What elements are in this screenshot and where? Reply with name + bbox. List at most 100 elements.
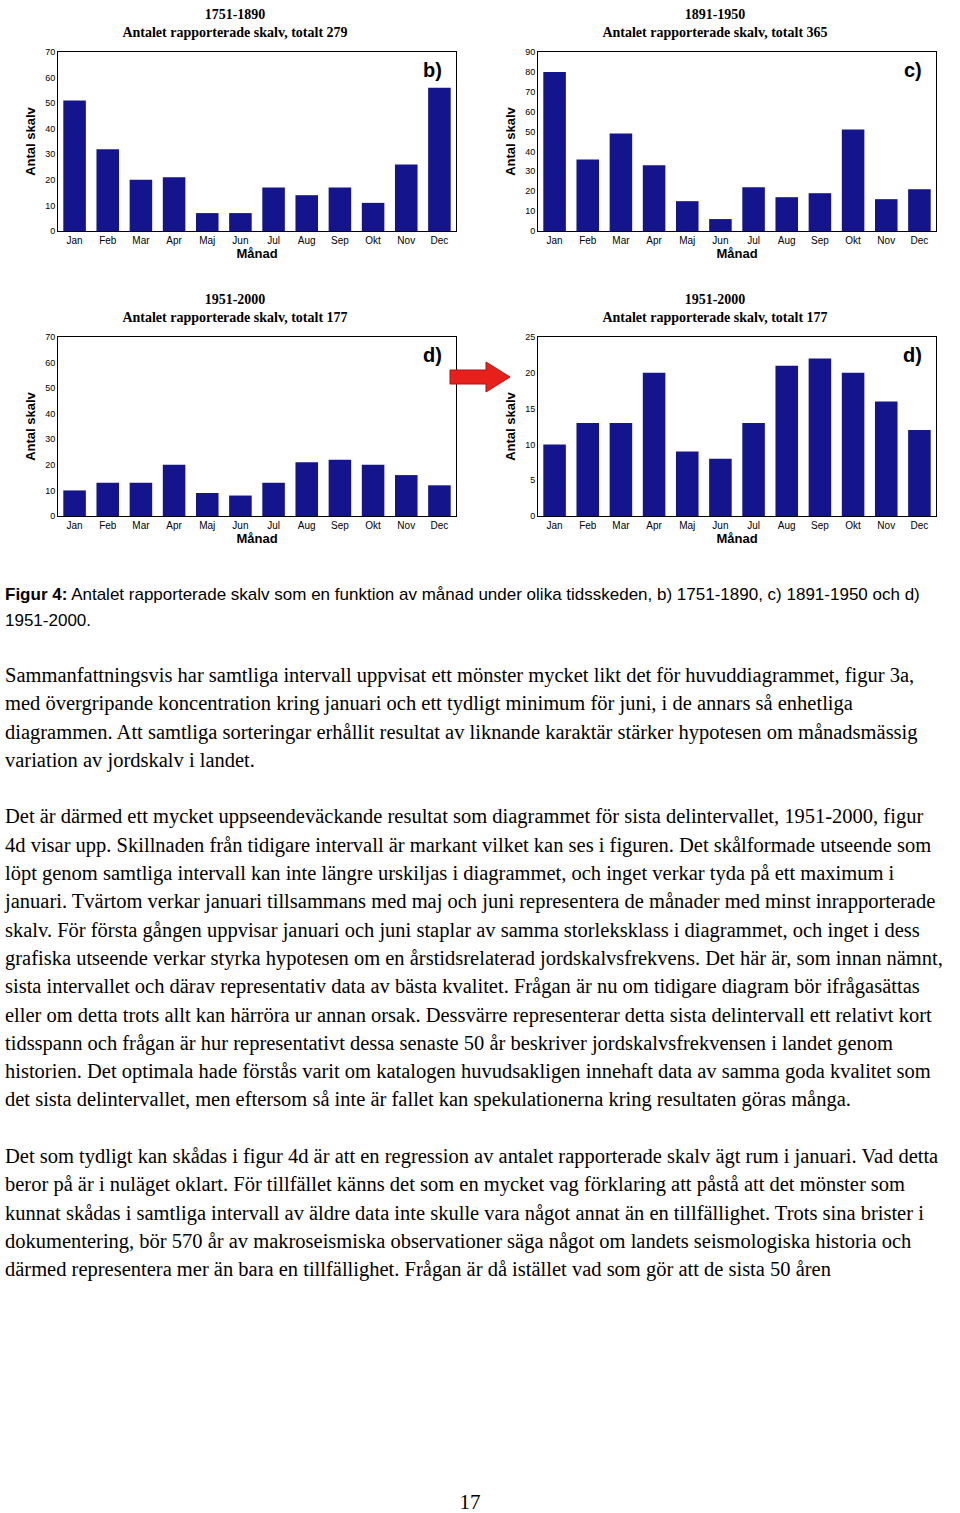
svg-text:1751-1890Antalet rapporterade: 1751-1890Antalet rapporterade skalv, tot… xyxy=(122,7,347,40)
svg-text:10: 10 xyxy=(45,486,55,496)
svg-text:50: 50 xyxy=(525,127,535,137)
svg-text:Okt: Okt xyxy=(845,520,861,531)
svg-text:Dec: Dec xyxy=(431,520,449,531)
svg-text:Antal skalv: Antal skalv xyxy=(23,391,38,460)
svg-text:Jul: Jul xyxy=(747,520,760,531)
svg-text:Feb: Feb xyxy=(579,520,597,531)
html-text:Figur 4: Antalet rapporterade: Figur 4: Antalet rapporterade skalv som … xyxy=(5,585,920,630)
svg-text:20: 20 xyxy=(45,175,55,185)
html-text:Det är därmed ett mycket uppse: Det är därmed ett mycket uppseendeväckan… xyxy=(5,805,943,1111)
svg-text:Dec: Dec xyxy=(431,235,449,246)
svg-text:Jun: Jun xyxy=(712,520,728,531)
svg-text:Apr: Apr xyxy=(166,235,182,246)
svg-text:Maj: Maj xyxy=(199,520,215,531)
svg-text:5: 5 xyxy=(530,475,535,485)
svg-text:c): c) xyxy=(904,59,922,81)
svg-text:40: 40 xyxy=(45,409,55,419)
svg-text:Sep: Sep xyxy=(331,235,349,246)
svg-text:10: 10 xyxy=(525,440,535,450)
svg-text:60: 60 xyxy=(45,73,55,83)
svg-text:90: 90 xyxy=(525,47,535,57)
svg-text:40: 40 xyxy=(45,124,55,134)
svg-text:0: 0 xyxy=(50,511,55,521)
svg-text:Dec: Dec xyxy=(911,520,929,531)
svg-text:Jan: Jan xyxy=(547,235,563,246)
svg-text:Mar: Mar xyxy=(612,235,630,246)
svg-text:Månad: Månad xyxy=(236,246,277,261)
svg-text:d): d) xyxy=(903,344,922,366)
svg-text:20: 20 xyxy=(525,368,535,378)
svg-text:30: 30 xyxy=(525,166,535,176)
svg-text:70: 70 xyxy=(45,47,55,57)
svg-text:30: 30 xyxy=(45,434,55,444)
svg-text:Aug: Aug xyxy=(778,520,796,531)
svg-text:Nov: Nov xyxy=(877,235,895,246)
svg-text:Aug: Aug xyxy=(778,235,796,246)
svg-text:60: 60 xyxy=(525,107,535,117)
svg-text:Sep: Sep xyxy=(331,520,349,531)
svg-text:Feb: Feb xyxy=(99,235,117,246)
html-text:Det som tydligt kan skådas i f: Det som tydligt kan skådas i figur 4d är… xyxy=(5,1145,939,1281)
svg-text:Månad: Månad xyxy=(716,246,757,261)
svg-text:0: 0 xyxy=(50,226,55,236)
svg-text:Jun: Jun xyxy=(712,235,728,246)
svg-text:Dec: Dec xyxy=(911,235,929,246)
svg-text:Jul: Jul xyxy=(747,235,760,246)
svg-text:Mar: Mar xyxy=(132,520,150,531)
svg-text:Nov: Nov xyxy=(397,235,415,246)
svg-text:Månad: Månad xyxy=(236,531,277,546)
svg-text:0: 0 xyxy=(530,226,535,236)
svg-text:30: 30 xyxy=(45,149,55,159)
svg-text:Jun: Jun xyxy=(232,235,248,246)
svg-text:Aug: Aug xyxy=(298,235,316,246)
svg-text:Nov: Nov xyxy=(877,520,895,531)
svg-text:Feb: Feb xyxy=(99,520,117,531)
svg-text:80: 80 xyxy=(525,67,535,77)
svg-text:50: 50 xyxy=(45,383,55,393)
svg-text:70: 70 xyxy=(45,332,55,342)
svg-text:0: 0 xyxy=(530,511,535,521)
svg-text:Jul: Jul xyxy=(267,520,280,531)
svg-text:Sep: Sep xyxy=(811,520,829,531)
svg-text:20: 20 xyxy=(45,460,55,470)
svg-text:Apr: Apr xyxy=(646,520,662,531)
svg-text:15: 15 xyxy=(525,404,535,414)
svg-text:10: 10 xyxy=(525,206,535,216)
svg-text:Mar: Mar xyxy=(612,520,630,531)
svg-text:20: 20 xyxy=(525,186,535,196)
svg-text:Feb: Feb xyxy=(579,235,597,246)
svg-text:b): b) xyxy=(423,59,442,81)
svg-text:Apr: Apr xyxy=(166,520,182,531)
svg-text:Maj: Maj xyxy=(679,235,695,246)
svg-text:1891-1950Antalet rapporterade: 1891-1950Antalet rapporterade skalv, tot… xyxy=(602,7,827,40)
svg-text:Antal skalv: Antal skalv xyxy=(23,106,38,175)
svg-text:50: 50 xyxy=(45,98,55,108)
svg-text:Apr: Apr xyxy=(646,235,662,246)
svg-text:Jul: Jul xyxy=(267,235,280,246)
svg-text:60: 60 xyxy=(45,358,55,368)
svg-text:1951-2000Antalet rapporterade: 1951-2000Antalet rapporterade skalv, tot… xyxy=(602,292,827,325)
svg-text:40: 40 xyxy=(525,147,535,157)
svg-text:Månad: Månad xyxy=(716,531,757,546)
svg-text:Jan: Jan xyxy=(67,235,83,246)
svg-text:Maj: Maj xyxy=(679,520,695,531)
svg-text:Mar: Mar xyxy=(132,235,150,246)
svg-text:Okt: Okt xyxy=(365,520,381,531)
svg-text:Sep: Sep xyxy=(811,235,829,246)
svg-text:Okt: Okt xyxy=(365,235,381,246)
svg-text:Aug: Aug xyxy=(298,520,316,531)
svg-text:Jun: Jun xyxy=(232,520,248,531)
svg-text:25: 25 xyxy=(525,332,535,342)
svg-text:70: 70 xyxy=(525,87,535,97)
svg-text:Nov: Nov xyxy=(397,520,415,531)
html-text:Sammanfattningsvis har samtlig: Sammanfattningsvis har samtliga interval… xyxy=(5,664,918,771)
svg-text:Antal skalv: Antal skalv xyxy=(503,391,518,460)
svg-text:Jan: Jan xyxy=(547,520,563,531)
svg-text:Maj: Maj xyxy=(199,235,215,246)
svg-text:Okt: Okt xyxy=(845,235,861,246)
svg-text:d): d) xyxy=(423,344,442,366)
svg-text:Antal skalv: Antal skalv xyxy=(503,106,518,175)
svg-text:1951-2000Antalet rapporterade: 1951-2000Antalet rapporterade skalv, tot… xyxy=(122,292,347,325)
svg-text:10: 10 xyxy=(45,201,55,211)
svg-text:Jan: Jan xyxy=(67,520,83,531)
